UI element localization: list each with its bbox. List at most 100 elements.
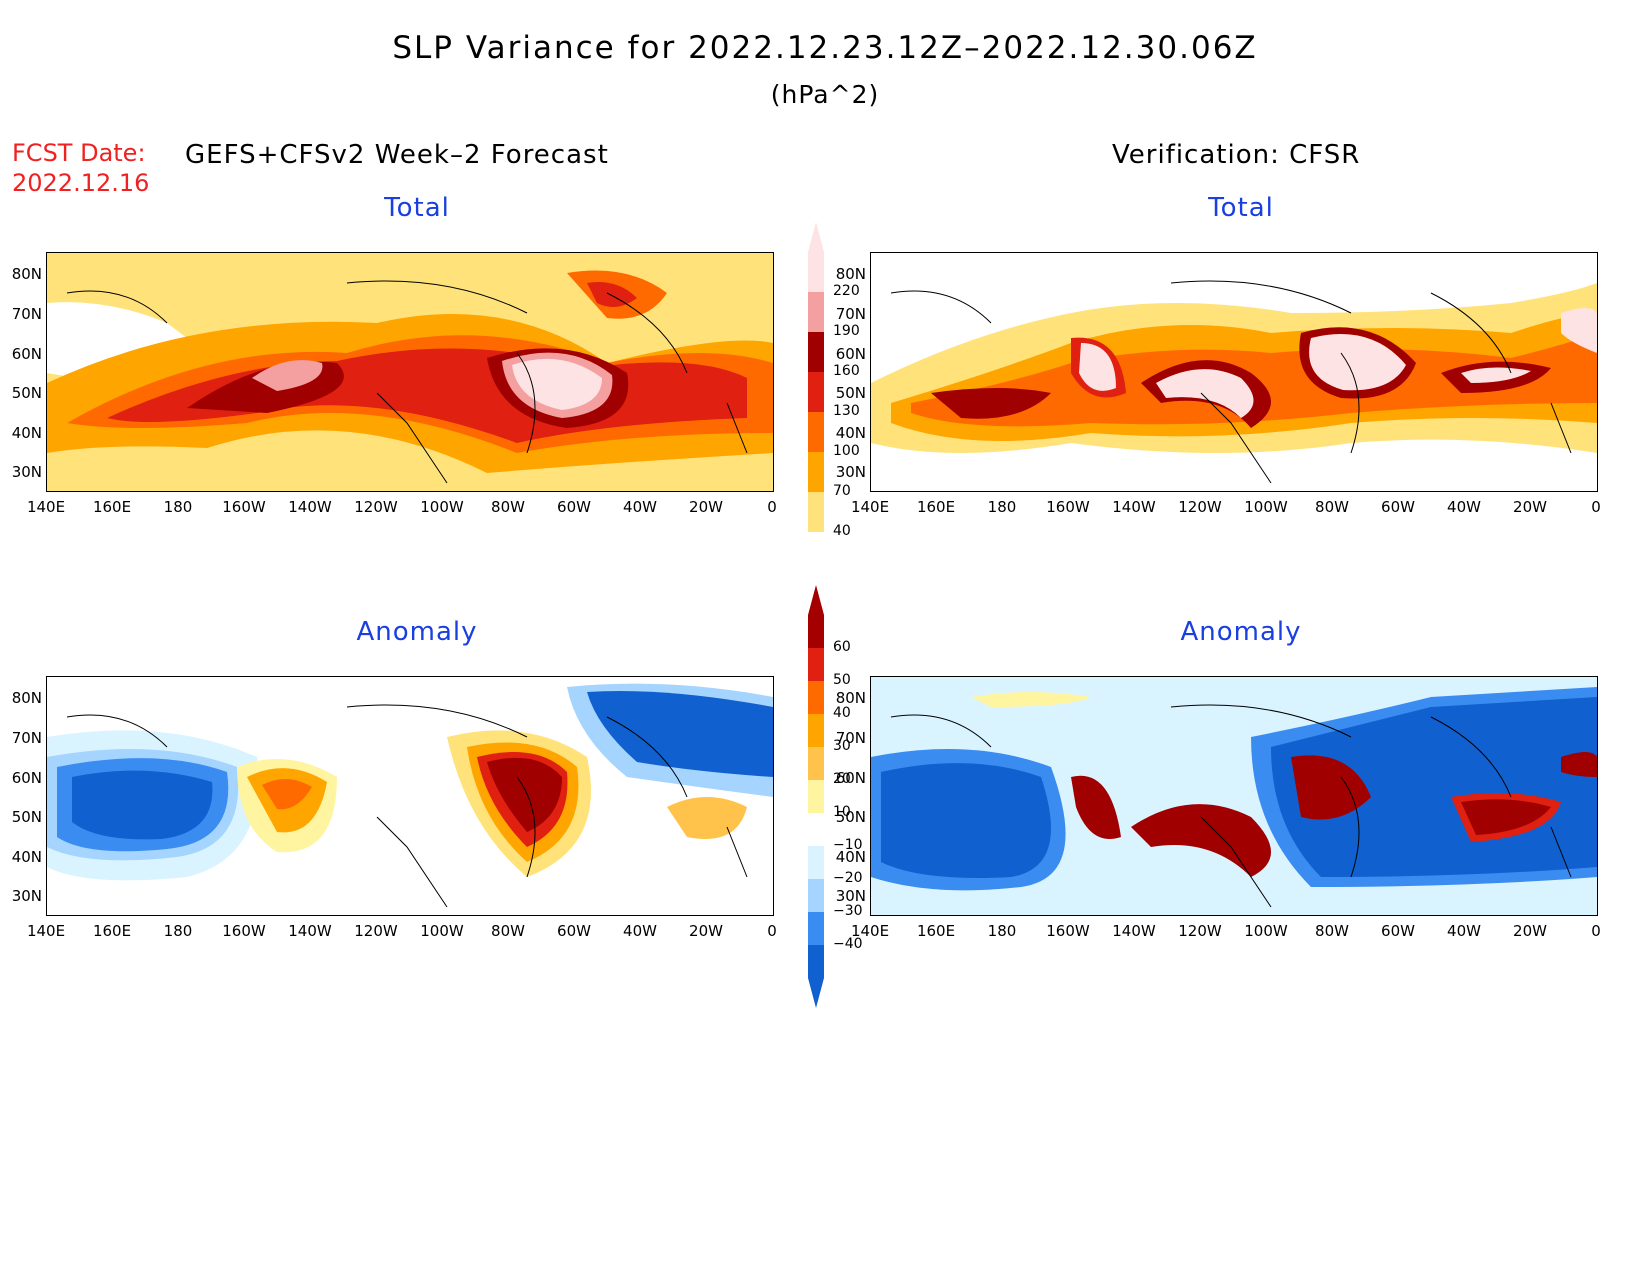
verification-total-label: Total [1208, 193, 1274, 223]
forecast-date: FCST Date: 2022.12.16 [12, 138, 149, 198]
colorbar-swatch [808, 780, 824, 813]
forecast-total-map [46, 252, 774, 492]
verification-anomaly-lon-label: 160E [916, 922, 956, 940]
anomaly-colorbar-label: 50 [833, 672, 851, 688]
forecast-anomaly-lon-label: 100W [420, 922, 464, 940]
total-colorbar-label: 130 [833, 403, 860, 419]
forecast-total-lon-label: 180 [163, 498, 193, 516]
forecast-anomaly-map [46, 676, 774, 916]
anomaly-colorbar-label: −20 [833, 870, 863, 886]
verification-anomaly-lat-label: 30N [835, 887, 866, 905]
colorbar-swatch [808, 747, 824, 780]
total-colorbar-label: 70 [833, 483, 851, 499]
forecast-anomaly-lon-label: 80W [491, 922, 525, 940]
forecast-anomaly-lon-label: 140E [26, 922, 66, 940]
forecast-total-lon-label: 20W [689, 498, 723, 516]
verification-total-lon-label: 180 [987, 498, 1017, 516]
verification-anomaly-map [870, 676, 1598, 916]
forecast-total-lat-label: 50N [11, 384, 42, 402]
forecast-total-lon-label: 160W [222, 498, 266, 516]
anomaly-colorbar-label: 20 [833, 771, 851, 787]
forecast-header: GEFS+CFSv2 Week–2 Forecast [185, 140, 609, 170]
total-colorbar [806, 212, 828, 562]
anomaly-colorbar-label: 60 [833, 639, 851, 655]
verification-anomaly-lon-label: 180 [987, 922, 1017, 940]
forecast-anomaly-lon-label: 180 [163, 922, 193, 940]
colorbar-bottom-arrow [808, 978, 824, 1008]
colorbar-swatch [808, 681, 824, 714]
forecast-anomaly-lon-label: 160W [222, 922, 266, 940]
forecast-anomaly-lat-label: 40N [11, 848, 42, 866]
colorbar-top-arrow [808, 222, 824, 252]
forecast-date-label: FCST Date: [12, 139, 146, 167]
forecast-anomaly-lat-label: 80N [11, 689, 42, 707]
total-colorbar-label: 190 [833, 323, 860, 339]
forecast-total-lat-label: 80N [11, 265, 42, 283]
forecast-total-lon-label: 80W [491, 498, 525, 516]
verification-anomaly-lon-label: 100W [1244, 922, 1288, 940]
verification-anomaly-lat-label: 50N [835, 808, 866, 826]
colorbar-swatch [808, 813, 824, 846]
colorbar-swatch [808, 879, 824, 912]
forecast-anomaly-lon-label: 160E [92, 922, 132, 940]
anomaly-colorbar [806, 575, 828, 1020]
verification-anomaly-lon-label: 140W [1112, 922, 1156, 940]
verification-total-lat-label: 60N [835, 345, 866, 363]
verification-total-lat-label: 50N [835, 384, 866, 402]
chart-title: SLP Variance for 2022.12.23.12Z–2022.12.… [392, 30, 1258, 66]
total-colorbar-label: 40 [833, 523, 851, 539]
verification-anomaly-lat-label: 70N [835, 729, 866, 747]
colorbar-swatch [808, 452, 824, 492]
forecast-anomaly-lon-label: 120W [354, 922, 398, 940]
verification-total-lat-label: 70N [835, 305, 866, 323]
verification-anomaly-label: Anomaly [1180, 617, 1302, 647]
forecast-total-lat-label: 30N [11, 463, 42, 481]
forecast-total-lon-label: 140E [26, 498, 66, 516]
colorbar-swatch [808, 846, 824, 879]
verification-header: Verification: CFSR [1112, 140, 1361, 170]
forecast-total-lon-label: 120W [354, 498, 398, 516]
verification-anomaly-lon-label: 20W [1513, 922, 1547, 940]
verification-anomaly-lon-label: 80W [1315, 922, 1349, 940]
verification-total-lat-label: 80N [835, 265, 866, 283]
verification-total-lon-label: 140E [850, 498, 890, 516]
colorbar-swatch [808, 332, 824, 372]
verification-total-lat-label: 40N [835, 424, 866, 442]
verification-total-lon-label: 160W [1046, 498, 1090, 516]
colorbar-swatch [808, 412, 824, 452]
colorbar-swatch [808, 714, 824, 747]
verification-anomaly-lon-label: 120W [1178, 922, 1222, 940]
forecast-anomaly-lat-label: 30N [11, 887, 42, 905]
forecast-total-lon-label: 160E [92, 498, 132, 516]
verification-anomaly-lon-label: 140E [850, 922, 890, 940]
colorbar-swatch [808, 492, 824, 532]
verification-total-lon-label: 140W [1112, 498, 1156, 516]
anomaly-colorbar-label: 40 [833, 705, 851, 721]
forecast-anomaly-lat-label: 60N [11, 769, 42, 787]
colorbar-swatch [808, 252, 824, 292]
total-colorbar-label: 220 [833, 283, 860, 299]
verification-total-lon-label: 60W [1381, 498, 1415, 516]
forecast-total-lon-label: 40W [623, 498, 657, 516]
verification-total-lon-label: 160E [916, 498, 956, 516]
verification-anomaly-lat-label: 80N [835, 689, 866, 707]
anomaly-colorbar-label: −30 [833, 903, 863, 919]
colorbar-top-arrow [808, 585, 824, 615]
forecast-total-lon-label: 60W [557, 498, 591, 516]
colorbar-swatch [808, 912, 824, 945]
forecast-total-lat-label: 40N [11, 424, 42, 442]
units-label: (hPa^2) [770, 80, 880, 109]
verification-total-lon-label: 100W [1244, 498, 1288, 516]
anomaly-colorbar-label: 10 [833, 804, 851, 820]
verification-anomaly-lon-label: 60W [1381, 922, 1415, 940]
anomaly-colorbar-label: 30 [833, 738, 851, 754]
colorbar-swatch [808, 945, 824, 978]
forecast-total-lon-label: 0 [767, 498, 777, 516]
forecast-anomaly-label: Anomaly [356, 617, 478, 647]
forecast-total-label: Total [384, 193, 450, 223]
forecast-anomaly-lon-label: 20W [689, 922, 723, 940]
verification-anomaly-lat-label: 60N [835, 769, 866, 787]
verification-total-map [870, 252, 1598, 492]
colorbar-swatch [808, 292, 824, 332]
colorbar-swatch [808, 372, 824, 412]
